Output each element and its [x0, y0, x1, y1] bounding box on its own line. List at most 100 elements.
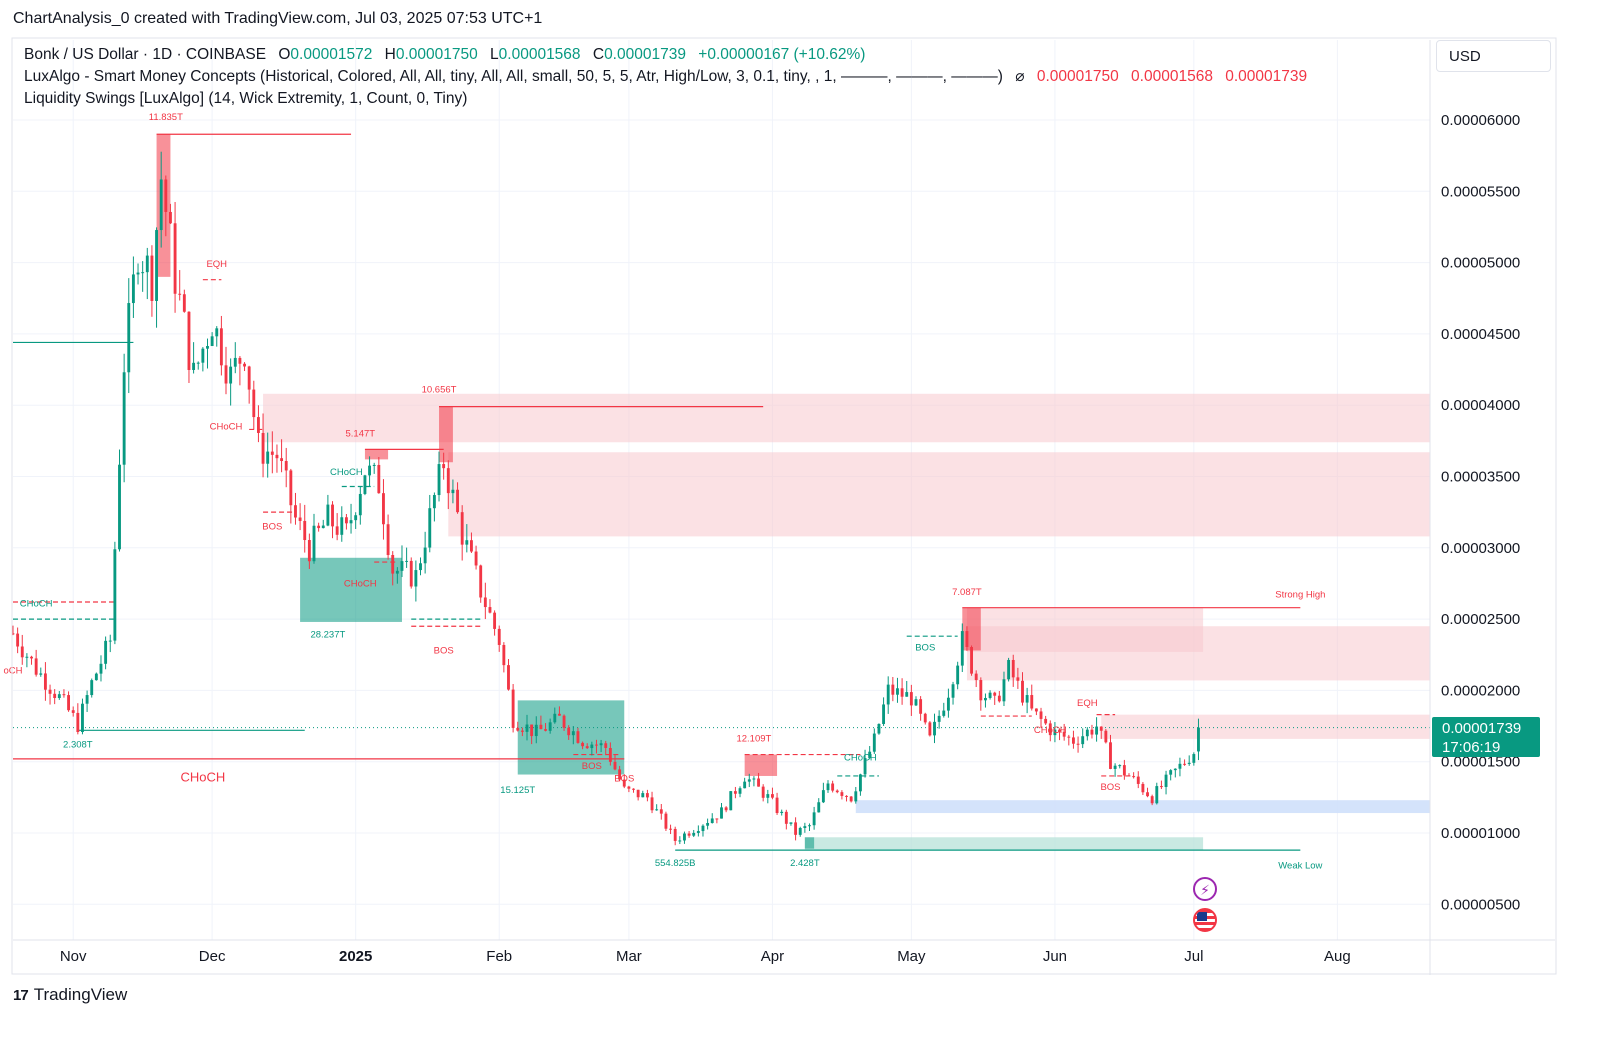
candle-body [789, 822, 793, 824]
candle-body [1104, 730, 1108, 743]
candle-body [488, 607, 492, 613]
change-value: +0.00000167 (+10.62%) [698, 46, 866, 63]
candle-body [946, 697, 950, 711]
y-tick-label: 0.00005000 [1441, 255, 1520, 272]
y-tick-label: 0.00004000 [1441, 397, 1520, 414]
candle-body [891, 684, 895, 695]
candle-body [673, 828, 677, 841]
structure-label: CHoCH [1034, 725, 1067, 736]
legend-indicator-liquidity[interactable]: Liquidity Swings [LuxAlgo] (14, Wick Ext… [24, 88, 1307, 110]
candle-body [442, 464, 446, 469]
us-flag-event-icon[interactable] [1193, 908, 1217, 932]
candle-body [1030, 695, 1034, 709]
tradingview-logo[interactable]: 17 TradingView [13, 985, 127, 1005]
candle-body [474, 551, 478, 566]
candle-body [1173, 768, 1177, 771]
candle-body [956, 665, 960, 685]
candle-body [743, 781, 747, 789]
candle-body [775, 797, 779, 814]
candle-body [409, 560, 413, 587]
structure-label: EQH [206, 259, 227, 270]
symbol-title[interactable]: Bonk / US Dollar · 1D · COINBASE [24, 46, 267, 63]
candle-body [85, 695, 89, 704]
candle-body [252, 389, 256, 418]
indicator-value: 0.00001750 [1036, 68, 1119, 85]
candle-body [1095, 726, 1099, 735]
x-tick-label: Dec [199, 948, 226, 965]
candle-body [1071, 737, 1075, 744]
candle-body [483, 597, 487, 608]
structure-label: 12.109T [736, 734, 771, 745]
candle-body [993, 692, 997, 696]
candle-body [104, 640, 108, 664]
candle-body [266, 451, 270, 464]
candle-body [141, 272, 145, 274]
x-tick-label: Apr [761, 948, 784, 965]
created-with-line: ChartAnalysis_0 created with TradingView… [13, 10, 543, 27]
candle-body [984, 697, 987, 701]
chart-frame [11, 37, 1557, 975]
candle-body [530, 724, 534, 737]
candle-body [784, 811, 788, 824]
structure-label: BOS [915, 642, 935, 653]
candle-body [562, 715, 566, 728]
lightning-event-icon[interactable]: ⚡ [1193, 877, 1217, 901]
smc-levels [13, 133, 1430, 851]
candle-body [641, 793, 645, 798]
candle-body [520, 730, 524, 732]
zone-demand-green [804, 837, 1204, 851]
candle-body [1053, 729, 1057, 736]
legend-indicator-smc[interactable]: LuxAlgo - Smart Money Concepts (Historic… [24, 66, 1307, 88]
candle-body [43, 673, 47, 690]
visibility-icon[interactable]: ⌀ [1015, 68, 1025, 85]
candle-body [766, 794, 770, 798]
candle-body [335, 526, 339, 535]
candle-body [25, 656, 29, 658]
candle-body [1132, 776, 1136, 778]
structure-label: BOS [614, 774, 634, 785]
candle-body [905, 692, 909, 697]
x-tick-label: Aug [1324, 948, 1351, 965]
candle-body [1076, 743, 1080, 745]
indicator-smc-title[interactable]: LuxAlgo - Smart Money Concepts (Historic… [24, 68, 1003, 85]
candle-body [326, 504, 330, 526]
currency-selector[interactable]: USD [1436, 40, 1551, 72]
structure-label: Weak Low [1278, 861, 1322, 872]
y-tick-label: 0.00002000 [1441, 682, 1520, 699]
candle-body [169, 211, 172, 224]
candle-body [812, 812, 816, 826]
candle-body [794, 822, 798, 835]
y-tick-label: 0.00006000 [1441, 112, 1520, 129]
candle-body [548, 722, 552, 731]
candle-body [298, 517, 302, 521]
candle-body [1183, 763, 1187, 765]
candle-body [1109, 742, 1112, 769]
candle-body [729, 791, 733, 811]
candle-body [585, 746, 589, 749]
candle-body [1048, 723, 1052, 736]
candle-body [877, 723, 881, 734]
candle-body [451, 489, 455, 494]
candle-body [196, 362, 200, 364]
structure-label: 554.825B [655, 858, 696, 869]
candle-body [155, 230, 158, 301]
candle-body [391, 555, 395, 574]
x-tick-label: Jun [1043, 948, 1067, 965]
candle-body [256, 417, 260, 433]
indicator-liquidity-title[interactable]: Liquidity Swings [LuxAlgo] (14, Wick Ext… [24, 90, 468, 107]
last-price: 0.00001739 [1442, 720, 1522, 737]
candle-body [113, 549, 117, 641]
candle-body [1155, 786, 1159, 804]
candle-body [909, 692, 913, 706]
candle-body [1141, 783, 1145, 793]
candle-body [1007, 659, 1011, 680]
smc-labels: 11.835T EQH CHoCH BOS 10.656T 5.147T CHoCH CHoC… [3, 112, 1325, 872]
candle-body [62, 694, 66, 696]
structure-label: CHoCH [180, 770, 225, 785]
candle-body [405, 560, 409, 562]
candle-body [942, 710, 946, 716]
y-tick-label: 0.00003500 [1441, 469, 1520, 486]
candle-body [706, 822, 710, 826]
candle-body [1002, 679, 1006, 702]
